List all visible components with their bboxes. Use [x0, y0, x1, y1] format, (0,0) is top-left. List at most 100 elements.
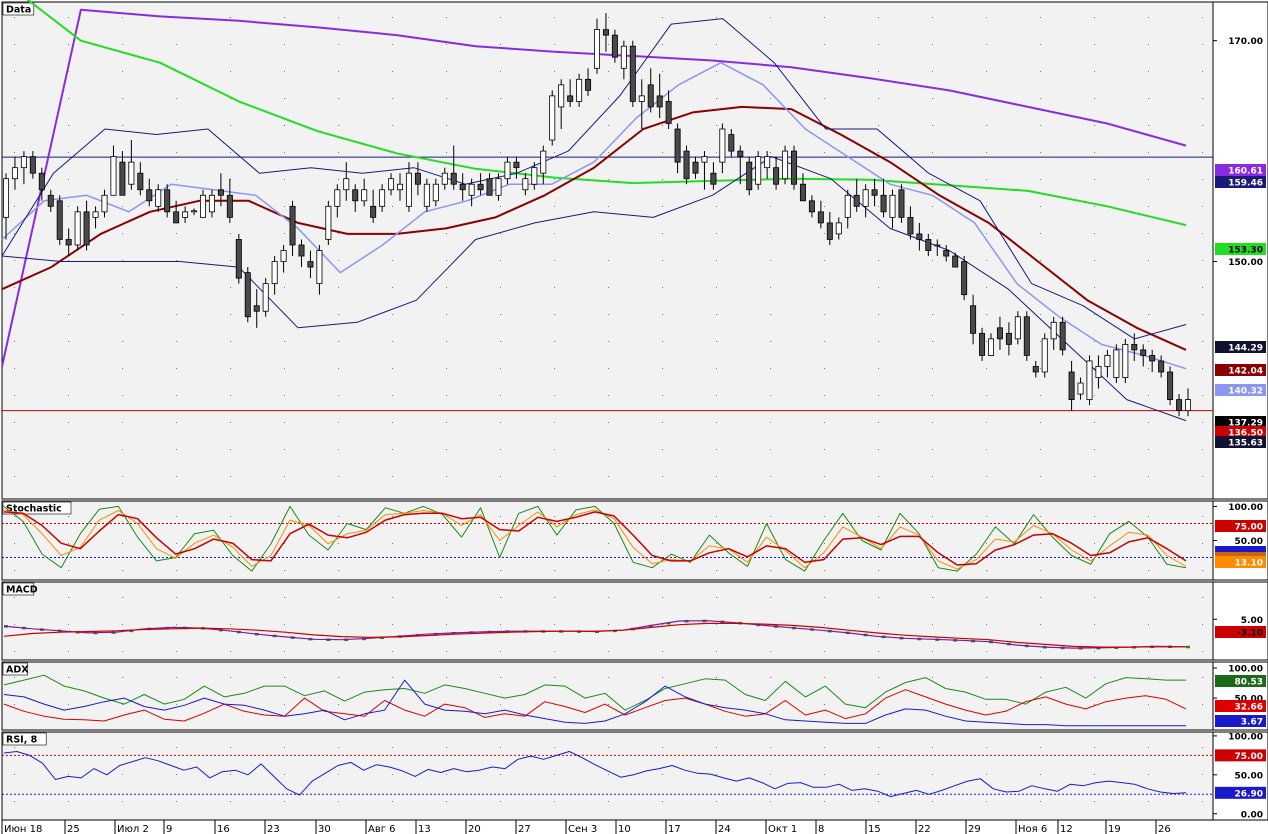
- grid-dot: [338, 125, 339, 126]
- grid-dot: [662, 71, 663, 72]
- grid-dot: [1148, 152, 1149, 153]
- grid-dot: [932, 801, 933, 802]
- grid-dot: [662, 704, 663, 705]
- grid-dot: [338, 233, 339, 234]
- grid-dot: [446, 570, 447, 571]
- grid-dot: [1148, 179, 1149, 180]
- candle-down: [226, 194, 233, 218]
- grid-dot: [878, 597, 879, 598]
- grid-dot: [986, 179, 987, 180]
- grid-dot: [68, 71, 69, 72]
- grid-dot: [1094, 368, 1095, 369]
- candle-up: [396, 183, 403, 191]
- grid-dot: [392, 314, 393, 315]
- grid-dot: [608, 152, 609, 153]
- grid-dot: [176, 597, 177, 598]
- grid-dot: [770, 801, 771, 802]
- grid-dot: [284, 287, 285, 288]
- grid-dot: [122, 17, 123, 18]
- grid-dot: [1202, 125, 1203, 126]
- grid-dot: [1094, 449, 1095, 450]
- grid-dot: [770, 651, 771, 652]
- grid-dot: [284, 677, 285, 678]
- grid-dot: [932, 624, 933, 625]
- rsi-grid: [14, 747, 1203, 802]
- grid-dot: [1148, 747, 1149, 748]
- candle-down: [1068, 371, 1075, 401]
- grid-dot: [122, 449, 123, 450]
- grid-dot: [1040, 704, 1041, 705]
- candle-up: [495, 178, 502, 196]
- x-tick-label: Июл 2: [117, 824, 149, 834]
- grid-dot: [1094, 44, 1095, 45]
- grid-dot: [770, 125, 771, 126]
- grid-dot: [986, 152, 987, 153]
- candle-down: [1023, 316, 1030, 356]
- grid-dot: [230, 422, 231, 423]
- rsi-axis-area: [1212, 731, 1268, 821]
- grid-dot: [824, 395, 825, 396]
- grid-dot: [986, 17, 987, 18]
- x-tick-label: 10: [618, 824, 631, 834]
- grid-dot: [500, 651, 501, 652]
- grid-dot: [284, 44, 285, 45]
- grid-dot: [284, 449, 285, 450]
- grid-dot: [68, 597, 69, 598]
- candle-down: [1167, 371, 1174, 401]
- grid-dot: [500, 543, 501, 544]
- grid-dot: [392, 71, 393, 72]
- grid-dot: [554, 543, 555, 544]
- grid-dot: [1202, 179, 1203, 180]
- grid-dot: [878, 774, 879, 775]
- price-value-badge-bg: [1215, 164, 1266, 176]
- grid-dot: [932, 233, 933, 234]
- grid-dot: [1202, 704, 1203, 705]
- candle-down: [916, 233, 923, 240]
- grid-dot: [392, 624, 393, 625]
- grid-dot: [230, 570, 231, 571]
- grid-dot: [500, 152, 501, 153]
- grid-dot: [392, 747, 393, 748]
- grid-dot: [554, 801, 555, 802]
- grid-dot: [500, 233, 501, 234]
- x-tick-label: 15: [868, 824, 881, 834]
- grid-dot: [716, 747, 717, 748]
- grid-dot: [122, 747, 123, 748]
- grid-dot: [68, 395, 69, 396]
- candle-down: [450, 172, 457, 185]
- candle-down: [907, 216, 914, 235]
- grid-dot: [554, 570, 555, 571]
- grid-dot: [446, 774, 447, 775]
- candle-down: [298, 244, 305, 257]
- candle-down: [665, 101, 672, 124]
- grid-dot: [500, 125, 501, 126]
- grid-dot: [230, 314, 231, 315]
- grid-dot: [338, 395, 339, 396]
- candle-down: [370, 205, 377, 218]
- grid-dot: [932, 98, 933, 99]
- grid-dot: [878, 449, 879, 450]
- candle-up: [155, 189, 162, 207]
- grid-dot: [230, 395, 231, 396]
- grid-dot: [338, 476, 339, 477]
- candle-up: [701, 156, 708, 163]
- candle-down: [773, 167, 780, 185]
- grid-dot: [878, 44, 879, 45]
- grid-dot: [986, 774, 987, 775]
- candle-up: [208, 194, 215, 213]
- grid-dot: [1202, 624, 1203, 625]
- grid-dot: [1040, 570, 1041, 571]
- candle-up: [576, 78, 583, 102]
- grid-dot: [608, 422, 609, 423]
- grid-dot: [1094, 476, 1095, 477]
- grid-dot: [716, 233, 717, 234]
- grid-dot: [986, 422, 987, 423]
- grid-dot: [68, 516, 69, 517]
- grid-dot: [68, 341, 69, 342]
- candle-up: [1104, 355, 1111, 367]
- candle-up: [182, 211, 189, 218]
- candle-down: [871, 189, 878, 196]
- candle-down: [65, 239, 72, 246]
- grid-dot: [1040, 597, 1041, 598]
- grid-dot: [986, 704, 987, 705]
